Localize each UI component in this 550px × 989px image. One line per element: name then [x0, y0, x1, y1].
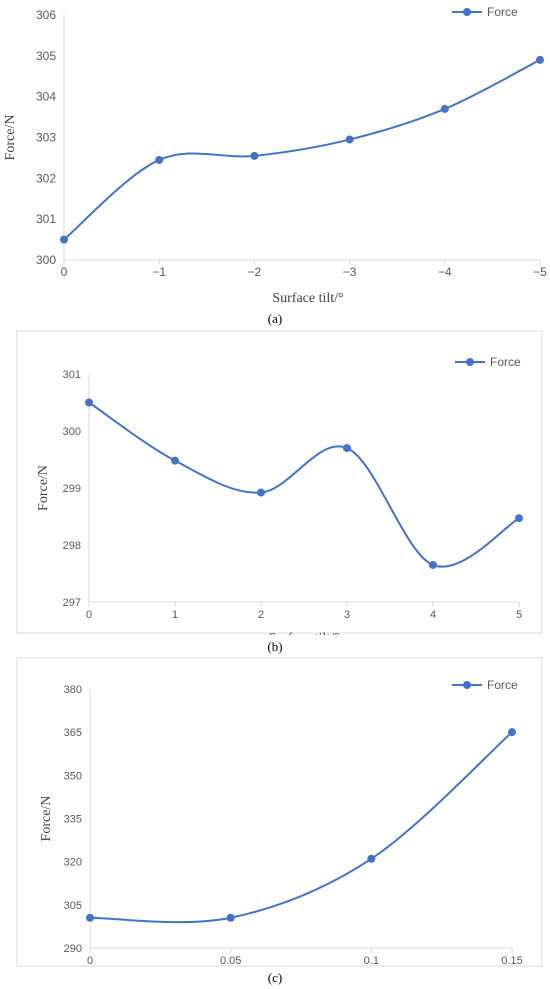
y-tick-label: 302 [36, 171, 56, 185]
x-tick-label: −1 [152, 265, 166, 279]
data-point [155, 155, 164, 164]
x-tick-label: 3 [344, 609, 350, 621]
x-tick-label: 1 [172, 609, 178, 621]
legend-marker [463, 8, 471, 16]
data-point [257, 488, 265, 497]
x-tick-label: 0.1 [364, 955, 379, 967]
series-line [88, 401, 520, 568]
y-tick-label: 303 [36, 131, 56, 145]
data-point [171, 456, 179, 465]
y-axis-title: Force/N [39, 796, 54, 842]
data-point [226, 913, 235, 922]
x-tick-label: −2 [248, 265, 262, 279]
data-point [367, 854, 376, 863]
y-tick-label: 380 [64, 684, 82, 696]
chart-b-panel: 0 1 2 3 4 5 297 298 299 300 301 Surface tilt/° Force… [0, 330, 550, 646]
x-tick-label: 0.15 [501, 955, 522, 967]
chart-a: 0 −1 −2 −3 −4 −5 300 301 302 303 304 305 306 Surface … [3, 5, 547, 306]
data-point [60, 235, 68, 244]
y-tick-label: 305 [64, 900, 82, 912]
data-point [536, 55, 544, 64]
y-tick-label: 306 [36, 8, 56, 22]
data-point [86, 913, 94, 922]
y-tick-label: 299 [63, 483, 81, 495]
x-axis-title: Surface tilt/° [272, 291, 343, 305]
x-tick-label: −5 [533, 265, 547, 279]
data-point [343, 444, 351, 453]
x-tick-label: 4 [430, 609, 436, 621]
chart-a-panel: 0 −1 −2 −3 −4 −5 300 301 302 303 304 305 306 Surface … [0, 0, 550, 306]
chart-c-panel: 00.050.10.15290305320335350365380Surface… [0, 657, 550, 989]
chart-frame [16, 330, 543, 634]
chart-b: 0 1 2 3 4 5 297 298 299 300 301 Surface tilt/° Force… [16, 330, 543, 646]
data-point [345, 135, 354, 144]
chart-c-caption: (c) [267, 970, 283, 985]
y-tick-label: 304 [36, 90, 56, 104]
y-tick-label: 350 [64, 770, 82, 782]
x-tick-label: 0 [86, 609, 92, 621]
data-point [250, 151, 259, 160]
series-line [63, 59, 541, 241]
legend-label: Force [487, 678, 518, 692]
y-tick-label: 297 [63, 597, 81, 609]
data-point [508, 728, 516, 737]
chart-c: 00.050.10.15290305320335350365380Surface… [16, 657, 543, 989]
chart-b-caption: (b) [267, 639, 283, 654]
data-point [440, 104, 449, 113]
chart-a-caption: (a) [267, 311, 283, 326]
y-tick-label: 365 [64, 727, 82, 739]
x-tick-label: 5 [516, 609, 522, 621]
legend-label: Force [487, 5, 518, 19]
y-tick-label: 290 [64, 943, 82, 955]
x-tick-label: −3 [343, 265, 357, 279]
x-tick-label: 2 [258, 609, 264, 621]
y-axis-title: Force/N [36, 465, 51, 511]
y-tick-label: 301 [36, 212, 56, 226]
y-tick-label: 301 [63, 369, 81, 381]
series-line [89, 731, 513, 924]
y-tick-label: 300 [36, 253, 56, 267]
legend-label: Force [490, 355, 521, 369]
y-tick-label: 300 [63, 426, 81, 438]
legend-marker [466, 358, 474, 366]
y-tick-label: 298 [63, 540, 81, 552]
x-tick-label: 0 [87, 955, 93, 967]
y-tick-label: 335 [64, 814, 82, 826]
x-tick-label: 0.05 [220, 955, 241, 967]
legend-marker [463, 681, 471, 689]
data-point [85, 398, 93, 407]
data-point [429, 560, 437, 569]
y-tick-label: 305 [36, 49, 56, 63]
y-tick-label: 320 [64, 857, 82, 869]
x-tick-label: −4 [438, 265, 452, 279]
y-axis-title: Force/N [3, 115, 18, 161]
x-axis-title: Surface tilt/° [268, 631, 339, 635]
x-tick-label: 0 [61, 265, 68, 279]
chart-frame [16, 657, 543, 967]
data-point [515, 514, 523, 523]
